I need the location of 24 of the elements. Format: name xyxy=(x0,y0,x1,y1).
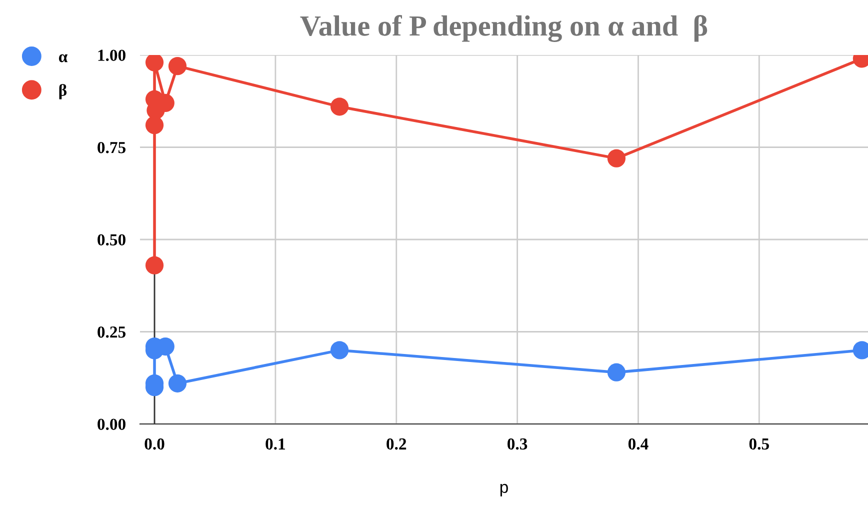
x-tick-label: 0.0 xyxy=(144,438,164,450)
point xyxy=(607,363,626,382)
x-tick-label: 0.4 xyxy=(628,438,648,450)
point xyxy=(168,374,187,392)
point xyxy=(330,98,349,116)
y-tick-label: 1.00 xyxy=(98,50,126,62)
point xyxy=(145,116,164,134)
chart-title: Value of P depending on α and β xyxy=(300,15,708,42)
point xyxy=(145,256,164,274)
y-tick-label: 0.00 xyxy=(98,418,126,430)
point xyxy=(168,57,187,76)
y-tick-label: 0.75 xyxy=(98,142,126,154)
point xyxy=(330,341,349,360)
x-tick-label: 0.2 xyxy=(386,438,406,450)
legend-label: β xyxy=(59,84,67,100)
x-axis-title: p xyxy=(500,484,508,496)
x-tick-label: 0.3 xyxy=(508,438,528,450)
point xyxy=(607,149,626,168)
y-tick-label: 0.25 xyxy=(98,326,126,338)
x-tick-label: 0.1 xyxy=(266,438,285,450)
y-tick-label: 0.50 xyxy=(98,234,126,246)
point xyxy=(145,55,164,72)
x-tick-label: 0.5 xyxy=(749,438,769,450)
legend-label: α xyxy=(58,54,68,62)
